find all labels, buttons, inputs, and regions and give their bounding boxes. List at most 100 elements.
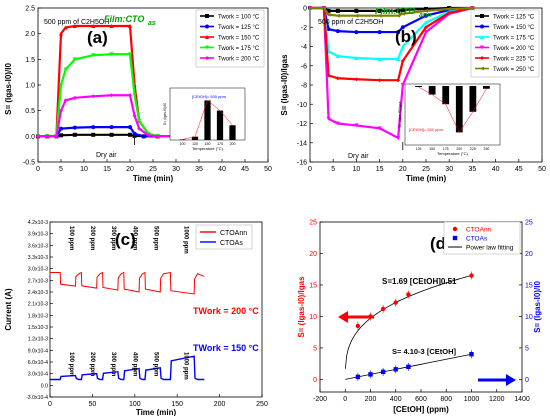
ppm-label-as: 500 ppm (153, 352, 159, 376)
y-tick-label-right: 15 (525, 282, 533, 289)
ppm-label-ann: 400 ppm (131, 226, 137, 250)
x-tick-label: 1200 (489, 396, 505, 403)
y-tick-label: 2.7x10-3 (28, 278, 48, 284)
y-tick-label: 1.5x10-3 (28, 325, 48, 331)
data-point (396, 13, 401, 18)
legend-label: Twork = 200 °C (493, 46, 535, 52)
x-axis-label: Time (min) (406, 174, 447, 183)
inset-annotation: [CEtOH]= 500 ppm (409, 127, 444, 132)
data-point (146, 133, 151, 138)
x-tick-label: 45 (515, 166, 523, 173)
data-point (132, 113, 137, 118)
legend-label: Twork = 150 °C (493, 25, 535, 31)
y-tick-label: -10 (297, 102, 307, 109)
legend-label: CTOAnn (466, 227, 492, 234)
x-tick-label: 800 (440, 396, 452, 403)
data-point (393, 300, 398, 305)
x-tick-label: 30 (445, 166, 453, 173)
ppm-label-as: 100 ppm (68, 352, 74, 376)
data-point (470, 6, 475, 10)
y-tick-label: -16 (297, 160, 307, 167)
y-tick-label-left: 20 (309, 251, 317, 258)
inset-tick-label: 125 (416, 147, 422, 151)
x-tick-label: 150 (171, 401, 183, 408)
y-tick-label: 3.9x10-3 (28, 232, 48, 238)
x-tick-label: 600 (415, 396, 427, 403)
panel-label-c: (c) (115, 230, 136, 249)
legend-marker (205, 45, 209, 50)
data-point (45, 134, 50, 139)
legend-marker (205, 14, 209, 18)
data-point (424, 20, 428, 25)
x-tick-label: 35 (469, 166, 477, 173)
inset-tick-label: 250 (484, 147, 490, 151)
data-point (72, 132, 77, 137)
y-tick-label: 0 (303, 6, 307, 13)
data-point (424, 30, 428, 35)
inset-bar (483, 86, 490, 89)
chart-panel-d: -200 0 200 400 600 800 1000 1200 1400 0 0 5 5 10 10 15 1… (297, 220, 542, 415)
y-tick-label: 3.0x10-3 (28, 267, 48, 273)
x-tick-label: 0 (308, 166, 312, 173)
y-tick-label: 3.0x10-4 (28, 372, 48, 378)
data-point (109, 52, 114, 57)
legend-label: Twork = 250 °C (493, 67, 535, 73)
data-point (326, 73, 331, 78)
data-point (91, 23, 96, 28)
ppm-label-as: 1000 ppm (182, 352, 188, 380)
data-point (355, 323, 361, 329)
inset-bar (442, 86, 450, 105)
data-point (377, 30, 382, 35)
data-point (424, 25, 428, 30)
y-tick-label-left: 25 (309, 220, 317, 227)
data-point (72, 57, 77, 62)
inset-frame (404, 83, 501, 146)
y-tick-label: 6.0x10-4 (28, 360, 48, 366)
y-tick-label: 0.0 (41, 383, 48, 389)
y-tick-label: 2.1x10-3 (28, 302, 48, 308)
y-axis-label-right: S= (Igas-I0)/I0 (533, 281, 542, 333)
data-point (335, 8, 340, 13)
x-tick-label: 35 (195, 166, 203, 173)
fit-equation-as: S= 4.10-3 [CEtOH] (392, 347, 456, 356)
data-point (400, 11, 405, 16)
y-tick-label-left: 15 (309, 282, 317, 289)
legend-label: CTOAnn (220, 230, 247, 237)
data-point (447, 10, 452, 15)
data-point (377, 57, 382, 62)
legend-marker (205, 24, 209, 29)
ppm-label-ann: 100 ppm (68, 226, 74, 250)
data-point (400, 25, 405, 30)
film-label-sub: as (148, 20, 156, 27)
x-tick-label: 15 (376, 166, 384, 173)
legend-label: Twork = 175 °C (493, 36, 535, 42)
y-tick-label-left: 5 (313, 345, 317, 352)
data-point (354, 123, 359, 128)
legend-label: Twork = 225 °C (493, 57, 535, 63)
x-tick-label: 20 (399, 166, 407, 173)
data-point (354, 77, 359, 82)
data-point (91, 53, 96, 58)
x-axis-label: Time (min) (133, 174, 174, 183)
legend-label: Power law fitting (466, 245, 514, 252)
x-tick-label: 5 (59, 166, 63, 173)
ppm-label-as: 400 ppm (131, 352, 137, 376)
y-tick-label: -6 (301, 63, 307, 70)
legend-label: Twork = 125 °C (493, 15, 535, 21)
arrow-right-blue-head (506, 374, 516, 386)
data-point (396, 8, 401, 13)
data-point (469, 273, 474, 278)
annotation-dry-air: Dry air (96, 152, 117, 159)
x-tick-label: 40 (218, 166, 226, 173)
x-axis-label: Time (min) (136, 408, 177, 416)
y-tick-label-left: 10 (309, 314, 317, 321)
inset-y-label: S= (Igas-I0)/Igas (398, 101, 402, 127)
data-point (128, 23, 132, 28)
inset-bar (415, 86, 422, 88)
panel-label-a: (a) (87, 28, 108, 47)
legend-marker (480, 35, 484, 39)
data-point (335, 29, 340, 34)
inset-tick-label: 150 (205, 142, 211, 146)
arrow-left-red-head (338, 311, 348, 323)
